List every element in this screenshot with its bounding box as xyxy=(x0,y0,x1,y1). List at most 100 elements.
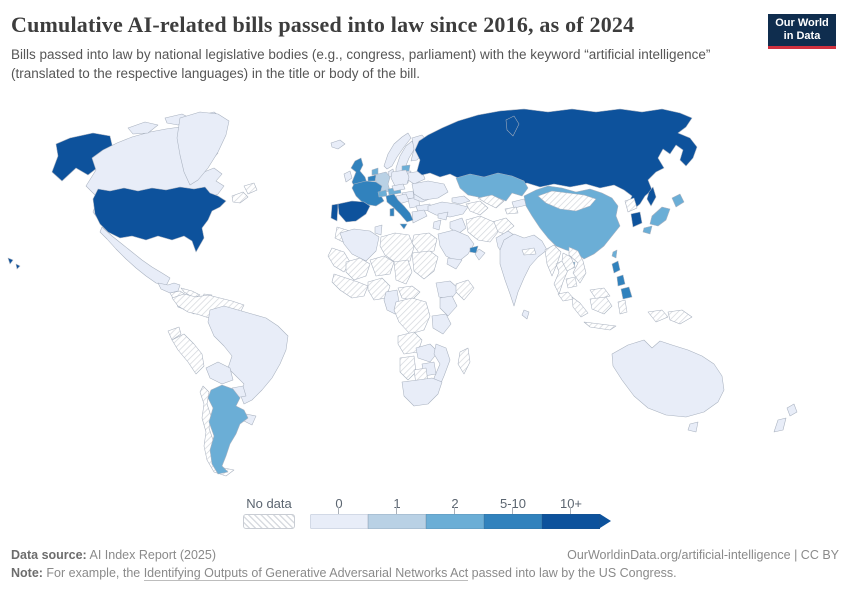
country-oman[interactable] xyxy=(474,248,486,261)
country-france[interactable] xyxy=(351,180,385,207)
country-iran[interactable] xyxy=(465,215,499,243)
country-new-zealand-south[interactable] xyxy=(773,417,787,433)
country-mongolia[interactable] xyxy=(537,190,597,212)
country-japan-honshu[interactable] xyxy=(649,206,671,227)
country-philippines-luzon[interactable] xyxy=(611,260,621,274)
country-cuba[interactable] xyxy=(180,287,201,299)
country-iceland[interactable] xyxy=(330,139,346,150)
country-south-africa[interactable] xyxy=(401,377,443,407)
country-mali[interactable] xyxy=(345,257,371,281)
country-spain[interactable] xyxy=(337,200,371,223)
country-australia[interactable] xyxy=(611,339,725,418)
country-kenya[interactable] xyxy=(439,295,458,317)
country-malaysia-borneo[interactable] xyxy=(589,287,611,300)
country-philippines-visayas[interactable] xyxy=(616,274,626,287)
country-st-pierre-miquelon-2[interactable] xyxy=(243,182,258,195)
country-taiwan[interactable] xyxy=(611,249,618,259)
country-brazil[interactable] xyxy=(207,305,289,405)
country-ethiopia[interactable] xyxy=(435,280,460,300)
country-niger[interactable] xyxy=(369,255,395,277)
legend-segment-3[interactable] xyxy=(484,514,542,529)
country-guatemala-belize[interactable] xyxy=(157,282,181,294)
country-north-korea[interactable] xyxy=(624,197,638,213)
country-tajikistan[interactable] xyxy=(504,206,519,215)
country-belgium[interactable] xyxy=(367,174,377,182)
country-egypt[interactable] xyxy=(411,232,438,254)
country-st-pierre-miquelon-1[interactable] xyxy=(231,191,249,204)
country-japan-kyushu[interactable] xyxy=(642,225,653,235)
country-russia-novaya-zemlya[interactable] xyxy=(505,115,520,137)
country-sri-lanka[interactable] xyxy=(521,309,530,320)
footer-note-link[interactable]: Identifying Outputs of Generative Advers… xyxy=(143,566,469,581)
country-mauritania[interactable] xyxy=(327,247,351,273)
country-philippines-mindanao[interactable] xyxy=(620,286,633,300)
country-caucasus[interactable] xyxy=(451,195,471,205)
country-vietnam[interactable] xyxy=(568,246,587,284)
country-greece[interactable] xyxy=(411,209,428,224)
country-czechia[interactable] xyxy=(391,183,406,192)
country-saudi-arabia[interactable] xyxy=(437,229,475,263)
country-united-states-hawaii-2[interactable] xyxy=(15,263,21,270)
country-argentina[interactable] xyxy=(207,384,249,475)
country-indonesia-sumatra[interactable] xyxy=(571,296,589,318)
country-ukraine[interactable] xyxy=(411,180,449,201)
country-italy[interactable] xyxy=(385,193,414,223)
country-peru[interactable] xyxy=(171,333,205,375)
country-cambodia[interactable] xyxy=(565,276,578,289)
country-drc[interactable] xyxy=(393,297,431,335)
country-papua-new-guinea[interactable] xyxy=(667,309,693,325)
country-syria[interactable] xyxy=(437,211,449,221)
country-yemen[interactable] xyxy=(446,257,463,270)
country-india[interactable] xyxy=(499,233,548,307)
legend-segment-1[interactable] xyxy=(368,514,426,529)
country-portugal[interactable] xyxy=(330,203,339,222)
country-australia-tasmania[interactable] xyxy=(687,421,699,433)
country-bolivia[interactable] xyxy=(205,361,234,385)
country-chad[interactable] xyxy=(393,259,413,285)
country-united-states-hawaii-1[interactable] xyxy=(7,257,14,265)
country-tunisia[interactable] xyxy=(374,224,383,236)
country-nepal[interactable] xyxy=(521,247,537,256)
country-italy-sicily[interactable] xyxy=(399,223,408,230)
country-namibia[interactable] xyxy=(399,355,417,381)
country-greenland[interactable] xyxy=(176,111,230,186)
legend-no-data-swatch[interactable] xyxy=(243,514,295,529)
legend-segment-4[interactable] xyxy=(542,514,600,529)
country-russia-sakhalin[interactable] xyxy=(646,186,657,207)
country-tanzania[interactable] xyxy=(431,313,452,335)
country-libya[interactable] xyxy=(379,232,415,264)
country-south-korea[interactable] xyxy=(630,211,643,228)
country-canada-arctic-1[interactable] xyxy=(127,121,159,135)
legend-segment-0[interactable] xyxy=(310,514,368,529)
country-ecuador[interactable] xyxy=(167,326,182,341)
country-china[interactable] xyxy=(523,185,621,260)
country-indonesia-sulawesi[interactable] xyxy=(617,299,628,315)
legend-segment-2[interactable] xyxy=(426,514,484,529)
country-indonesia-java[interactable] xyxy=(583,321,617,331)
owid-logo[interactable]: Our World in Data xyxy=(768,14,836,49)
country-new-zealand-north[interactable] xyxy=(786,403,798,417)
country-algeria[interactable] xyxy=(339,228,380,262)
country-west-africa[interactable] xyxy=(331,273,369,299)
country-turkey[interactable] xyxy=(427,201,469,218)
country-netherlands[interactable] xyxy=(371,167,379,176)
country-italy-sardinia[interactable] xyxy=(389,207,395,217)
country-japan-hokkaido[interactable] xyxy=(671,193,685,208)
country-indonesia-borneo[interactable] xyxy=(589,296,613,315)
country-central-africa[interactable] xyxy=(397,285,421,301)
country-ireland[interactable] xyxy=(343,170,353,183)
country-poland[interactable] xyxy=(390,169,410,187)
country-malaysia-peninsula[interactable] xyxy=(557,291,575,302)
country-uzbekistan[interactable] xyxy=(477,194,505,209)
country-norway[interactable] xyxy=(383,132,412,170)
country-zambia[interactable] xyxy=(415,343,439,363)
country-indonesia-papua[interactable] xyxy=(647,309,669,323)
country-turkmenistan[interactable] xyxy=(465,200,489,216)
country-somalia[interactable] xyxy=(455,279,475,301)
country-israel-jordan[interactable] xyxy=(432,219,442,231)
country-kazakhstan[interactable] xyxy=(455,172,529,204)
country-united-states[interactable] xyxy=(92,186,227,253)
country-laos[interactable] xyxy=(561,252,576,272)
country-sudan[interactable] xyxy=(411,250,439,280)
country-madagascar[interactable] xyxy=(457,347,471,375)
